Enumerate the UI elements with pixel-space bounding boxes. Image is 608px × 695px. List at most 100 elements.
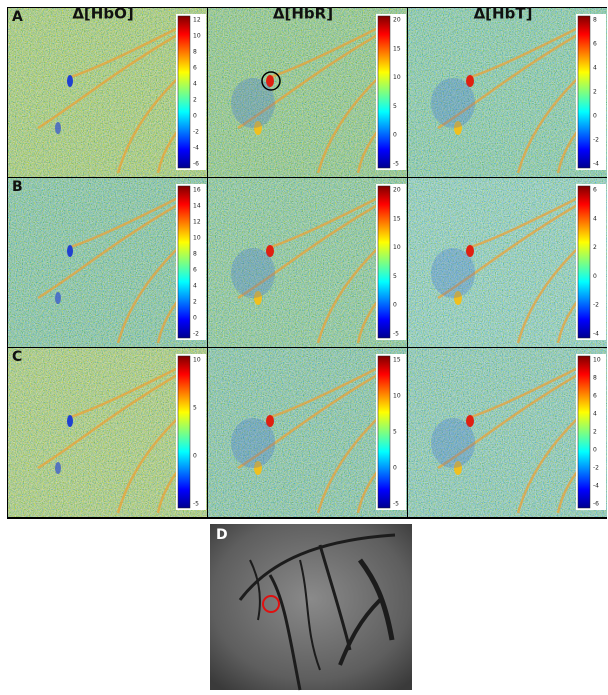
colorbar-tick-label: 8 [593,375,597,382]
spot [254,461,262,475]
colorbar-tick-label: -5 [393,501,399,508]
cool-region [231,248,275,298]
vessel [116,77,179,174]
colorbar-tick-label: 0 [393,465,397,472]
heatmap-panel: 20 15 10 5 0 -5 [208,8,407,177]
vessel [316,77,379,174]
colorbar-tick-label: 4 [193,283,197,290]
heatmap-panel: 20 15 10 5 0 -5 [208,178,407,347]
colorbar-tick-label: -2 [593,137,599,144]
colorbar-tick-label: 15 [393,45,401,52]
colorbar-tick-label: 4 [593,65,597,72]
cool-region [431,418,475,468]
colorbar-tick-label: -4 [593,331,599,338]
colorbar-tick-label: -5 [393,161,399,168]
colorbar-tick-label: 0 [593,447,597,454]
spot [454,291,462,305]
hot-spot [266,75,274,87]
panel-label: D [216,527,228,543]
hot-spot [266,245,274,257]
vessel [467,196,579,250]
colorbar-tick-label: 6 [593,393,597,400]
colorbar-tick-label: 2 [193,97,197,104]
colorbar-tick-label: 20 [393,187,401,194]
colorbar [177,185,191,339]
heatmap-panel: 10 5 0 -5 C [8,348,207,517]
panel-label: C [12,349,22,365]
vessel [237,21,399,130]
cool-region [431,248,475,298]
colorbar-tick-label: -2 [193,129,199,136]
heatmap-panel: 15 10 5 0 -5 [208,348,407,517]
colorbar-tick-label: 10 [393,244,401,251]
colorbar-tick-label: 20 [393,17,401,24]
cool-spot [67,245,73,257]
heatmap-panel: 8 6 4 2 0 -2 -4 [408,8,607,177]
vessels [238,533,396,691]
photo-panel: D [210,524,412,691]
vessel [267,196,379,250]
cool-spot [55,292,61,304]
colorbar-tick-label: 10 [393,74,401,81]
colorbar-tick-label: 2 [593,89,597,96]
cool-region [431,78,475,128]
vessel [116,417,179,514]
colorbar-tick-label: 5 [393,103,397,110]
cool-spot [55,462,61,474]
vessel [237,361,399,470]
vessel [437,21,599,130]
colorbar-tick-label: -2 [593,302,599,309]
colorbar-tick-label: 14 [193,203,201,210]
panel-label: A [12,9,23,25]
hot-spot [466,75,474,87]
heatmap-panel: 12 10 8 6 4 2 0 -2 -4 -6 A [8,8,207,177]
colorbar-tick-label: -5 [193,501,199,508]
vessel [516,247,579,344]
colorbar-tick-label: 15 [393,357,401,364]
colorbar-tick-label: 6 [593,41,597,48]
colorbar-tick-label: 12 [193,17,201,24]
vessel [37,21,199,130]
colorbar-tick-label: 0 [593,113,597,120]
vessel [67,196,179,250]
spot [454,121,462,135]
colorbar-tick-label: 8 [193,49,197,56]
vessel [467,26,579,80]
colorbar-tick-label: 10 [193,33,201,40]
colorbar-tick-label: 5 [193,405,197,412]
vessel [316,417,379,514]
spot [454,461,462,475]
colorbar [377,185,391,339]
colorbar-tick-label: 6 [193,267,197,274]
colorbar-tick-label: -4 [593,161,599,168]
colorbar [377,15,391,169]
cool-region [231,418,275,468]
colorbar-tick-label: 4 [593,215,597,222]
vessel [437,361,599,470]
column-header: Δ[HbR] [273,5,333,23]
colorbar-tick-label: 4 [593,411,597,418]
vessel [37,191,199,300]
colorbar-tick-label: 0 [193,453,197,460]
vessel [467,366,579,420]
colorbar-tick-label: 6 [193,65,197,72]
colorbar-tick-label: 10 [393,393,401,400]
colorbar-tick-label: 5 [393,273,397,280]
vessel [516,77,579,174]
colorbar-tick-label: 15 [393,215,401,222]
colorbar-tick-label: 6 [593,187,597,194]
colorbar [377,355,391,509]
colorbar-tick-label: 10 [193,357,201,364]
vessel [237,191,399,300]
colorbar [577,15,591,169]
hot-spot [466,415,474,427]
heatmap-panel: 6 4 2 0 -2 -4 [408,178,607,347]
vessel [516,417,579,514]
colorbar-tick-label: -6 [193,161,199,168]
colorbar-tick-label: 12 [193,219,201,226]
hot-spot [466,245,474,257]
vessel [116,247,179,344]
colorbar [577,185,591,339]
colorbar [177,355,191,509]
colorbar-tick-label: 0 [193,315,197,322]
